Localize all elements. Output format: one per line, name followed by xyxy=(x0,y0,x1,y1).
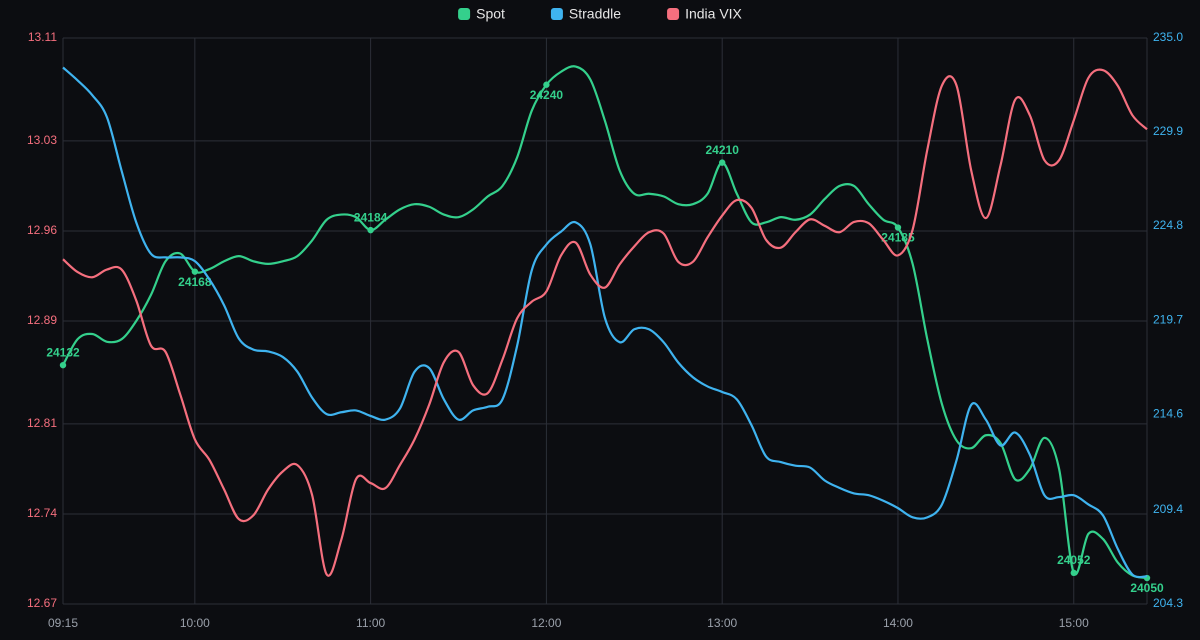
legend-swatch xyxy=(550,8,563,20)
point-marker xyxy=(894,224,902,231)
point-marker xyxy=(191,268,199,275)
legend-label: India VIX xyxy=(685,6,742,22)
y2-tick-label: 219.7 xyxy=(1153,312,1183,326)
y2-tick-label: 214.6 xyxy=(1153,406,1183,420)
legend-label: Spot xyxy=(476,6,505,22)
y2-tick-label: 209.4 xyxy=(1153,502,1183,516)
legend-swatch xyxy=(667,8,680,20)
point-marker xyxy=(718,159,726,166)
line-series xyxy=(62,65,1148,580)
x-tick-label: 14:00 xyxy=(883,616,913,630)
y-tick-label: 12.81 xyxy=(27,416,57,430)
x-tick-label: 13:00 xyxy=(707,616,737,630)
y2-tick-label: 229.9 xyxy=(1153,124,1183,138)
legend-swatch xyxy=(458,8,471,20)
x-tick-label: 15:00 xyxy=(1059,616,1089,630)
point-label: 24184 xyxy=(354,210,388,224)
y2-tick-label: 224.8 xyxy=(1153,218,1183,232)
legend-label: Straddle xyxy=(569,6,621,22)
point-marker xyxy=(367,226,374,234)
point-marker xyxy=(1070,569,1077,577)
point-marker xyxy=(543,81,550,88)
point-label: 24185 xyxy=(881,231,915,245)
y-tick-label: 12.74 xyxy=(27,506,57,520)
x-tick-label: 12:00 xyxy=(531,616,561,630)
point-label: 24168 xyxy=(178,275,212,289)
y-tick-label: 13.03 xyxy=(27,133,57,147)
point-label: 24240 xyxy=(530,88,564,102)
y-tick-label: 13.11 xyxy=(28,30,57,44)
point-marker xyxy=(59,361,67,369)
line-series xyxy=(62,66,1148,579)
y-tick-label: 12.96 xyxy=(27,223,57,237)
x-tick-label: 10:00 xyxy=(180,616,210,630)
legend: Spot Straddle India VIX xyxy=(458,6,743,22)
y-tick-label: 12.89 xyxy=(27,313,57,327)
point-label: 24050 xyxy=(1130,581,1164,595)
y2-tick-label: 204.3 xyxy=(1153,596,1183,610)
y2-tick-label: 235.0 xyxy=(1153,30,1183,44)
line-series xyxy=(62,68,1148,577)
x-tick-label: 09:15 xyxy=(48,616,78,630)
x-tick-label: 11:00 xyxy=(356,616,385,630)
point-label: 24210 xyxy=(706,143,740,157)
y-tick-label: 12.67 xyxy=(27,596,57,610)
point-label: 24132 xyxy=(46,345,80,359)
point-label: 24052 xyxy=(1057,553,1091,567)
